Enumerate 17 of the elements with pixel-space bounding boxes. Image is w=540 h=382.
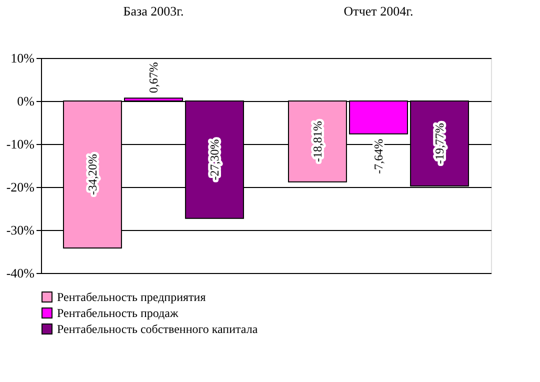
y-tick-label: 10% [10,50,35,66]
y-tick-label: -10% [6,136,35,152]
y-tick-label: -30% [6,222,35,238]
data-label: -34,20% [85,154,100,196]
legend-label: Рентабельность предприятия [57,290,206,304]
legend-label: Рентабельность собственного капитала [57,322,258,336]
y-tick-label: -40% [6,266,35,280]
data-label: -7,64% [372,138,386,174]
y-tick-label: -20% [6,180,35,194]
legend-label: Рентабельность продаж [57,306,179,320]
data-label: -18,81% [310,120,324,162]
x-tick-label: Отчет 2004г. [344,4,414,18]
y-tick-label: 0% [17,94,35,108]
x-tick-label: База 2003г. [123,4,184,18]
data-label: 0,67% [146,62,160,94]
data-label: -27,30% [208,139,222,180]
data-label: -19,77% [432,123,447,164]
